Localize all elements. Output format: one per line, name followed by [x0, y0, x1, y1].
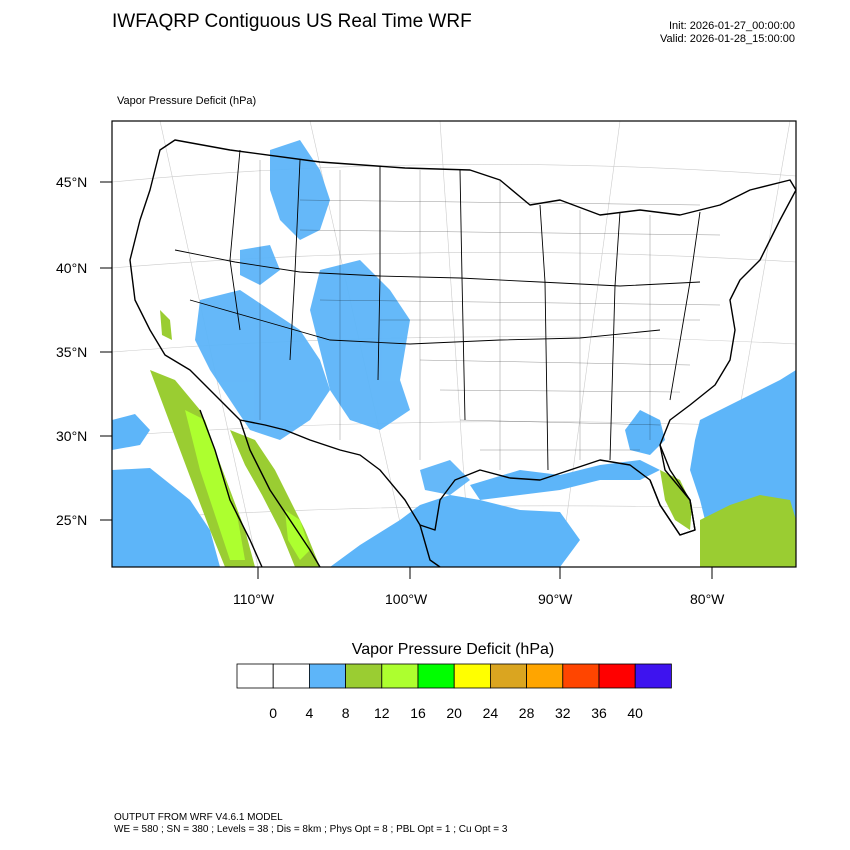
colorbar-tick-24: 24	[482, 705, 499, 721]
inland-blue-patches	[195, 140, 470, 495]
colorbar-tick-28: 28	[518, 705, 535, 721]
lat-label-40: 40°N	[56, 260, 88, 276]
lat-label-30: 30°N	[56, 428, 88, 444]
colorbar-box-6	[453, 663, 491, 689]
axis-ticks	[100, 181, 713, 579]
colorbar-box-2	[308, 663, 346, 689]
colorbar-box-9	[562, 663, 600, 689]
colorbar-box-0	[236, 663, 274, 689]
map-frame	[111, 120, 797, 568]
colorbar-tick-4: 4	[305, 705, 314, 721]
colorbar-box-8	[526, 663, 564, 689]
map-layers	[112, 121, 796, 567]
baja-coast	[239, 419, 321, 568]
lat-label-45: 45°N	[56, 174, 88, 190]
footer-config-line: WE = 580 ; SN = 380 ; Levels = 38 ; Dis …	[114, 824, 508, 835]
footer-model-line: OUTPUT FROM WRF V4.6.1 MODEL	[114, 812, 283, 823]
valid-time: Valid: 2026-01-28_15:00:00	[660, 33, 795, 45]
plot-title: IWFAQRP Contiguous US Real Time WRF	[112, 11, 472, 32]
lon-label-100: 100°W	[385, 591, 428, 607]
boundaries	[129, 139, 797, 568]
colorbar-title: Vapor Pressure Deficit (hPa)	[351, 641, 555, 658]
colorbar-box-1	[272, 663, 310, 689]
colorbar-tick-20: 20	[446, 705, 462, 721]
lat-label-35: 35°N	[56, 344, 88, 360]
colorbar-box-7	[489, 663, 527, 689]
county-lines	[259, 160, 721, 470]
gulf-mexico-coast	[419, 524, 441, 568]
colorbar-tick-8: 8	[341, 705, 350, 721]
colorbar	[236, 663, 672, 689]
colorbar-box-10	[598, 663, 636, 689]
lat-label-25: 25°N	[56, 512, 88, 528]
florida	[649, 444, 696, 536]
colorbar-box-11	[634, 663, 672, 689]
lon-label-90: 90°W	[538, 591, 573, 607]
colorbar-tick-16: 16	[410, 705, 426, 721]
colorbar-box-5	[417, 663, 455, 689]
colorbar-tick-40: 40	[627, 705, 643, 721]
field-label: Vapor Pressure Deficit (hPa)	[117, 95, 257, 107]
colorbar-tick-36: 36	[591, 705, 607, 721]
colorbar-tick-12: 12	[374, 705, 390, 721]
lon-label-110: 110°W	[233, 591, 275, 607]
colorbar-box-3	[345, 663, 383, 689]
colorbar-tick-0: 0	[269, 705, 278, 721]
init-time: Init: 2026-01-27_00:00:00	[669, 20, 795, 32]
colorbar-box-4	[381, 663, 419, 689]
colorbar-tick-32: 32	[555, 705, 571, 721]
mexico-coast	[199, 409, 263, 568]
lon-label-80: 80°W	[690, 591, 725, 607]
